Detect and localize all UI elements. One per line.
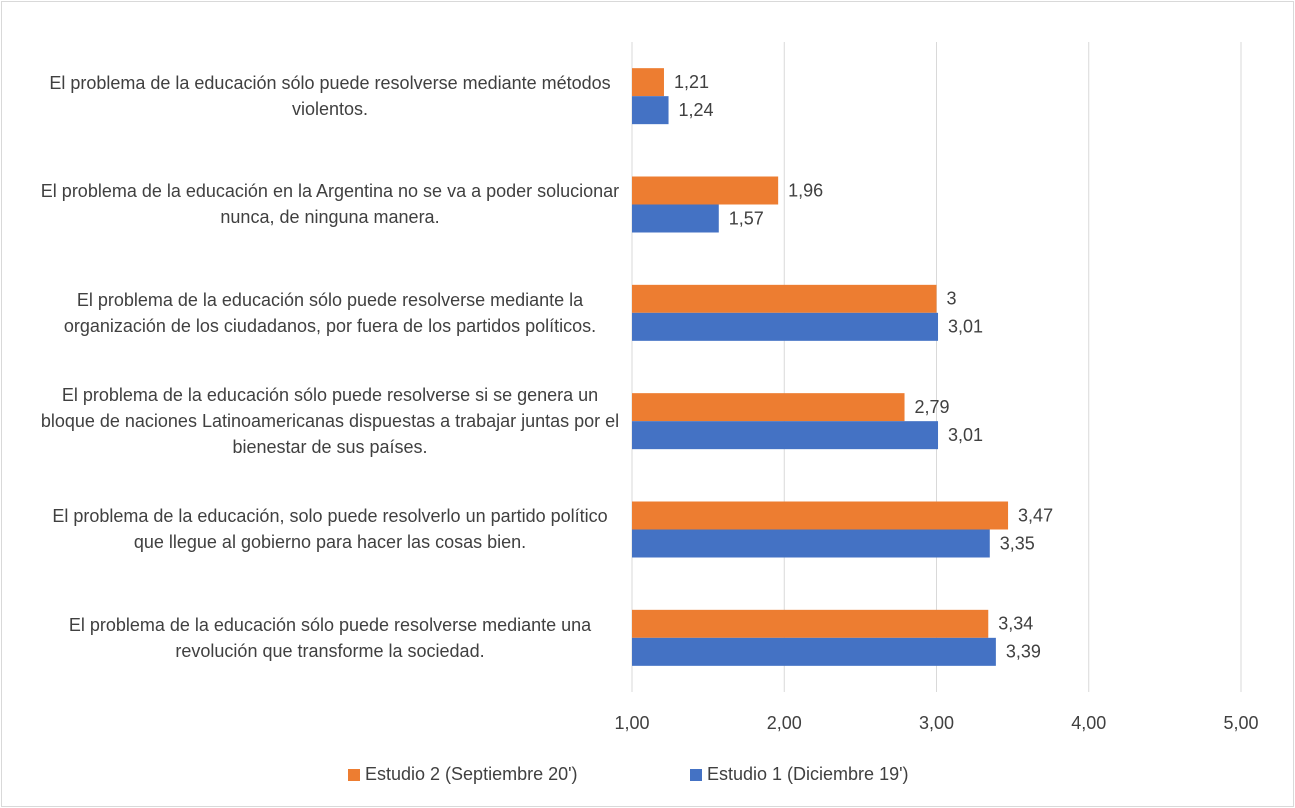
bar	[632, 393, 905, 422]
x-tick-label: 1,00	[614, 713, 649, 733]
x-tick-label: 4,00	[1071, 713, 1106, 733]
value-label: 1,96	[788, 180, 823, 200]
bar	[632, 501, 1009, 530]
bar	[632, 529, 990, 558]
category-label: El problema de la educación sólo puede r…	[40, 385, 620, 458]
category-label: El problema de la educación sólo puede r…	[68, 614, 592, 661]
value-label: 3,01	[948, 317, 983, 337]
value-label: 1,24	[679, 100, 714, 120]
category-label: El problema de la educación sólo puede r…	[49, 73, 611, 120]
category-label: El problema de la educación, solo puede …	[52, 506, 608, 553]
legend-label: Estudio 2 (Septiembre 20')	[365, 764, 578, 784]
x-tick-label: 5,00	[1223, 713, 1258, 733]
legend-swatch	[348, 769, 360, 781]
legend-swatch	[690, 769, 702, 781]
value-label: 3,01	[948, 425, 983, 445]
value-label: 3	[947, 289, 957, 309]
value-label: 3,35	[1000, 533, 1035, 553]
value-label: 1,57	[729, 208, 764, 228]
value-label: 2,79	[915, 397, 950, 417]
value-label: 3,39	[1006, 642, 1041, 662]
bar	[632, 284, 937, 313]
bar	[632, 96, 669, 125]
x-tick-label: 2,00	[767, 713, 802, 733]
value-label: 3,47	[1018, 505, 1053, 525]
bar	[632, 637, 996, 666]
x-tick-label: 3,00	[919, 713, 954, 733]
bar	[632, 421, 939, 450]
value-label: 1,21	[674, 72, 709, 92]
category-label: El problema de la educación en la Argent…	[40, 181, 620, 228]
bar	[632, 68, 664, 97]
bar	[632, 204, 719, 233]
value-label: 3,34	[998, 614, 1033, 634]
category-label: El problema de la educación sólo puede r…	[63, 289, 597, 336]
legend-label: Estudio 1 (Diciembre 19')	[707, 764, 909, 784]
bar	[632, 176, 779, 205]
bar	[632, 312, 939, 341]
bar	[632, 609, 989, 638]
